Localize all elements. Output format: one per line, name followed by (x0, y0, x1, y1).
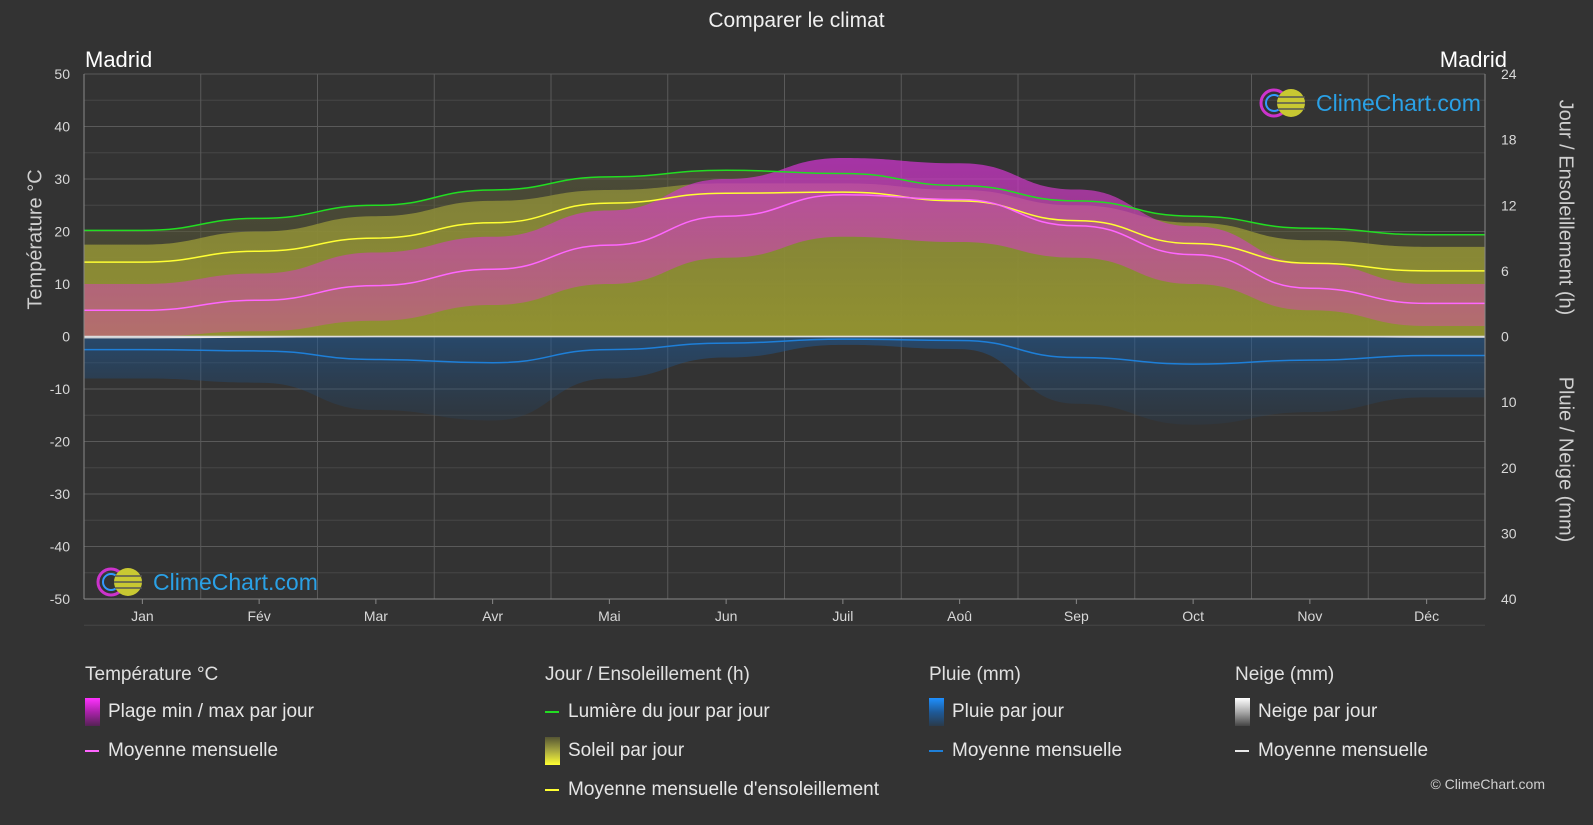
rain-mean-swatch (929, 750, 943, 752)
sunshine-swatch (545, 737, 560, 765)
legend-label: Pluie par jour (952, 701, 1064, 722)
legend-label: Moyenne mensuelle (952, 740, 1123, 761)
temp-tick-label: 20 (54, 224, 70, 240)
sunshine-mean-line (84, 191, 1485, 272)
legend-item-snow: Neige par jour (1235, 698, 1428, 726)
temp-tick-label: 10 (54, 276, 70, 292)
rain-swatch (929, 698, 944, 726)
legend-item-rain-mean: Moyenne mensuelle (929, 739, 1122, 763)
temp-tick-label: 0 (62, 329, 70, 345)
precip-tick-label: 10 (1501, 394, 1517, 410)
temp-tick-label: 40 (54, 119, 70, 135)
legend-temperature: Température °C Plage min / max par jour … (85, 664, 314, 778)
copyright: © ClimeChart.com (1430, 776, 1545, 792)
logo-text: ClimeChart.com (153, 568, 318, 595)
sunshine-mean-swatch (545, 789, 559, 791)
month-tick-label: Juil (832, 608, 853, 624)
temp-tick-label: -40 (50, 539, 70, 555)
temp-tick-label: -50 (50, 591, 70, 607)
legend-rain: Pluie (mm) Pluie par jour Moyenne mensue… (929, 664, 1122, 778)
month-tick-label: Sep (1064, 608, 1089, 624)
temp-mean-swatch (85, 750, 99, 752)
logo-top-right: ClimeChart.com (1258, 87, 1481, 119)
legend-label: Plage min / max par jour (108, 701, 314, 722)
legend-item-rain: Pluie par jour (929, 698, 1122, 726)
temperature-mean-line (83, 193, 1485, 312)
legend-rain-title: Pluie (mm) (929, 664, 1021, 685)
month-tick-label: Mai (598, 608, 621, 624)
chart-title: Comparer le climat (708, 9, 885, 32)
logo-bottom-left: ClimeChart.com (95, 566, 318, 598)
legend-label: Lumière du jour par jour (568, 701, 770, 722)
month-tick-label: Mar (364, 608, 388, 624)
city-right-label: Madrid (1439, 47, 1507, 72)
temp-tick-label: -20 (50, 434, 70, 450)
rain-mean-line (83, 338, 1485, 365)
legend-temperature-title: Température °C (85, 664, 219, 685)
month-tick-label: Fév (247, 608, 270, 624)
temp-tick-label: -30 (50, 486, 70, 502)
legend-sunshine: Jour / Ensoleillement (h) Lumière du jou… (545, 664, 879, 817)
month-tick-label: Jun (715, 608, 738, 624)
legend-snow-title: Neige (mm) (1235, 664, 1335, 685)
chart-lines (83, 74, 1486, 600)
daylight-tick-label: 18 (1501, 132, 1517, 148)
month-tick-label: Nov (1297, 608, 1322, 624)
legend-item-daylight: Lumière du jour par jour (545, 700, 879, 724)
climechart-logo-icon (96, 567, 142, 597)
month-tick-label: Oct (1182, 608, 1204, 624)
legend-item-sunshine-mean: Moyenne mensuelle d'ensoleillement (545, 778, 879, 802)
snow-swatch (1235, 698, 1250, 726)
tick-labels: 50 40 30 20 10 0 -10 -20 -30 -40 -50 24 18 12 6 0 10 20 30… (50, 66, 1517, 624)
legend-label: Moyenne mensuelle (108, 740, 279, 761)
legend-item-sunshine: Soleil par jour (545, 737, 879, 765)
daylight-tick-label: 12 (1501, 197, 1517, 213)
legend-label: Moyenne mensuelle (1258, 740, 1429, 761)
legend-sunshine-title: Jour / Ensoleillement (h) (545, 664, 750, 685)
month-tick-label: Aoû (947, 608, 972, 624)
daylight-tick-label: 24 (1501, 66, 1517, 82)
precip-tick-label: 20 (1501, 460, 1517, 476)
month-tick-label: Avr (482, 608, 503, 624)
legend-label: Neige par jour (1258, 701, 1378, 722)
temperature-range-area (84, 158, 1485, 337)
precip-tick-label: 40 (1501, 591, 1517, 607)
city-left-label: Madrid (85, 47, 153, 72)
month-tick-label: Jan (131, 608, 154, 624)
daylight-line (84, 169, 1485, 236)
daylight-tick-label: 0 (1501, 329, 1509, 345)
legend-label: Soleil par jour (568, 740, 685, 761)
temp-tick-label: 50 (54, 66, 70, 82)
legend-item-temp-range: Plage min / max par jour (85, 698, 314, 726)
climechart-logo-icon (1259, 88, 1305, 118)
legend-label: Moyenne mensuelle d'ensoleillement (568, 779, 879, 800)
daylight-tick-label: 6 (1501, 263, 1509, 279)
daylight-swatch (545, 711, 559, 713)
month-tick-label: Déc (1414, 608, 1439, 624)
legend-item-snow-mean: Moyenne mensuelle (1235, 739, 1428, 763)
rain-area (84, 336, 1485, 425)
snow-mean-swatch (1235, 750, 1249, 752)
legend-item-temp-mean: Moyenne mensuelle (85, 739, 314, 763)
logo-text: ClimeChart.com (1316, 89, 1481, 116)
chart-areas (84, 158, 1485, 425)
temp-range-swatch (85, 698, 100, 726)
temp-tick-label: 30 (54, 171, 70, 187)
precip-tick-label: 30 (1501, 525, 1517, 541)
legend-snow: Neige (mm) Neige par jour Moyenne mensue… (1235, 664, 1428, 778)
temp-tick-label: -10 (50, 381, 70, 397)
